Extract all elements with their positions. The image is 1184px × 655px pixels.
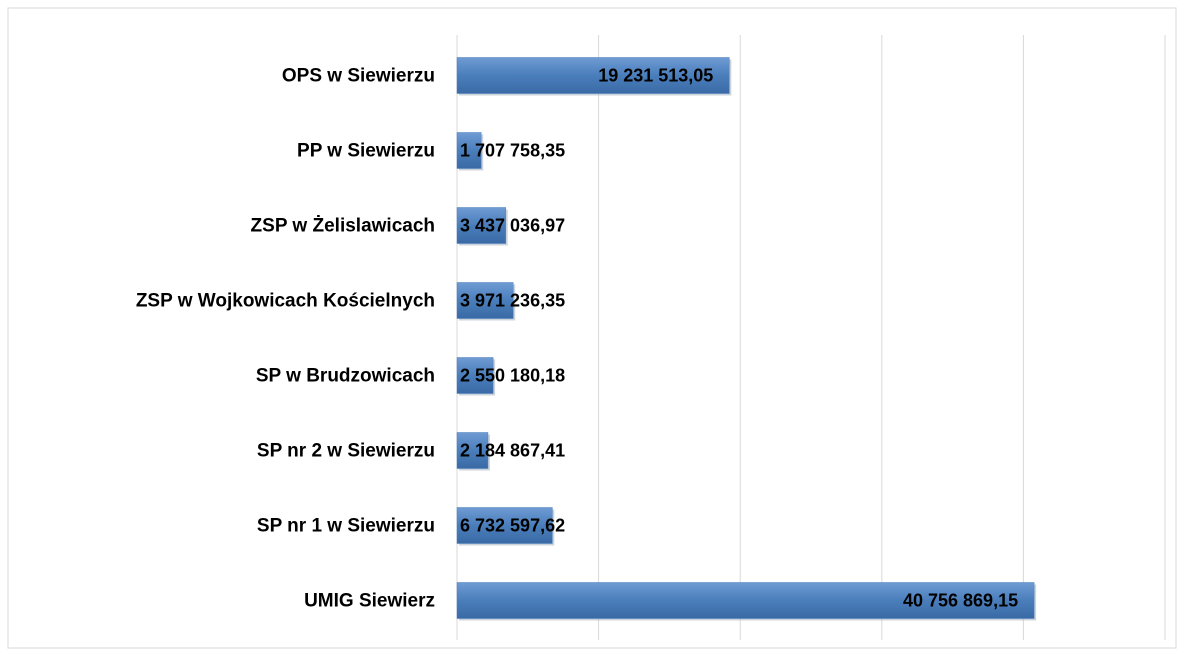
bar — [456, 282, 514, 319]
data-label: 19 231 513,05 — [598, 65, 713, 85]
y-tick-label: ZSP w Wojkowicach Kościelnych — [136, 291, 435, 312]
bar — [456, 432, 489, 469]
data-label: 2 550 180,18 — [460, 365, 565, 385]
bar — [456, 207, 506, 244]
data-label: 3 971 236,35 — [460, 290, 565, 310]
data-label: 3 437 036,97 — [460, 215, 565, 235]
chart-border — [7, 7, 1177, 649]
bar — [456, 507, 553, 544]
y-tick-label: SP nr 2 w Siewierzu — [257, 441, 435, 462]
bar — [456, 57, 730, 94]
y-tick-label: ZSP w Żelislawicach — [251, 216, 435, 237]
y-tick-label: SP w Brudzowicach — [256, 366, 435, 387]
y-tick-label: UMIG Siewierz — [304, 591, 435, 612]
data-label: 40 756 869,15 — [903, 590, 1018, 610]
y-tick-label: OPS w Siewierzu — [282, 66, 435, 87]
y-tick-label: PP w Siewierzu — [297, 141, 435, 162]
y-tick-label: SP nr 1 w Siewierzu — [257, 516, 435, 537]
data-label: 2 184 867,41 — [460, 440, 565, 460]
data-label: 1 707 758,35 — [460, 140, 565, 160]
bar — [456, 357, 494, 394]
data-label: 6 732 597,62 — [460, 515, 565, 535]
bar — [456, 132, 482, 169]
bar — [456, 582, 1035, 619]
